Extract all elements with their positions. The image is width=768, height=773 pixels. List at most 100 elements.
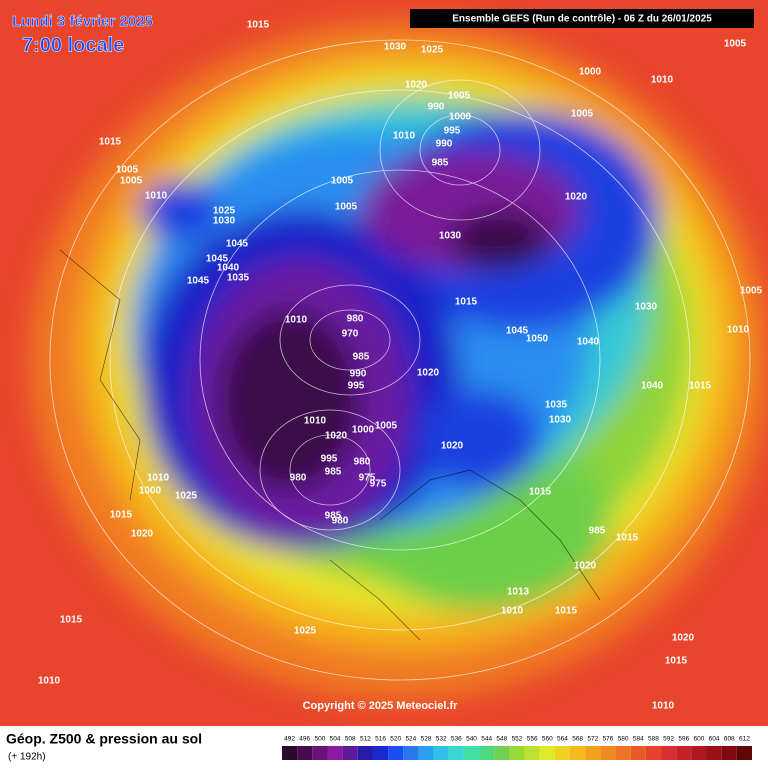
isobar-label: 1015: [555, 606, 578, 617]
isobar-label: 1035: [545, 400, 568, 411]
isobar-label: 1015: [689, 381, 712, 392]
colorbar-tick-label: 528: [421, 736, 432, 743]
colorbar-swatch: [463, 746, 480, 760]
footer-title: Géop. Z500 & pression au sol: [6, 731, 202, 747]
colorbar-tick-label: 532: [436, 736, 447, 743]
colorbar-tick-label: 600: [694, 736, 705, 743]
isobar-label: 1045: [226, 239, 249, 250]
isobar-label: 995: [444, 126, 461, 137]
colorbar-tick-label: 572: [587, 736, 598, 743]
isobar-label: 1040: [217, 263, 240, 274]
colorbar-tick-label: 608: [724, 736, 735, 743]
colorbar-swatch: [706, 746, 722, 760]
isobar-label: 1015: [665, 656, 688, 667]
colorbar-swatch: [539, 746, 555, 760]
isobar-label: 980: [347, 314, 364, 325]
colorbar-tick-label: 548: [496, 736, 507, 743]
colorbar-swatch: [342, 746, 358, 760]
colorbar-tick-label: 508: [345, 736, 356, 743]
colorbar-tick-label: 564: [557, 736, 568, 743]
forecast-time: 7:00 locale: [22, 34, 124, 56]
isobar-label: 1005: [571, 109, 594, 120]
isobar-label: 985: [325, 467, 342, 478]
colorbar-swatch: [585, 746, 601, 760]
isobar-label: 1020: [672, 633, 695, 644]
colorbar-swatch: [448, 746, 464, 760]
isobar-label: 1010: [652, 701, 675, 712]
colorbar-tick-label: 584: [633, 736, 644, 743]
colorbar-tick-label: 540: [466, 736, 477, 743]
isobar-label: 1025: [294, 626, 317, 637]
isobar-label: 1025: [213, 206, 236, 217]
isobar-label: 1010: [393, 131, 416, 142]
isobar-label: 1025: [421, 45, 444, 56]
isobar-label: 1020: [565, 192, 588, 203]
isobar-label: 990: [436, 139, 453, 150]
isobar-label: 990: [350, 369, 367, 380]
colorbar-swatch: [297, 746, 313, 760]
isobar-label: 985: [325, 511, 342, 522]
isobar-label: 1030: [213, 216, 236, 227]
colorbar-tick-label: 588: [648, 736, 659, 743]
colorbar-swatch: [570, 746, 586, 760]
isobar-label: 1010: [147, 473, 170, 484]
colorbar-swatch: [433, 746, 449, 760]
colorbar-tick-label: 592: [663, 736, 674, 743]
colorbar-swatch: [282, 746, 298, 760]
colorbar-tick-label: 596: [678, 736, 689, 743]
colorbar-swatch: [691, 746, 707, 760]
isobar-label: 1015: [455, 297, 478, 308]
isobar-label: 1000: [579, 67, 602, 78]
colorbar-swatch: [721, 746, 737, 760]
colorbar-tick-label: 556: [527, 736, 538, 743]
colorbar-swatch: [403, 746, 419, 760]
isobar-label: 1015: [529, 487, 552, 498]
isobar-label: 1000: [352, 425, 375, 436]
isobar-label: 1005: [724, 39, 747, 50]
isobar-label: 1005: [740, 286, 763, 297]
isobar-label: 980: [354, 457, 371, 468]
isobar-label: 1005: [335, 202, 358, 213]
isobar-label: 1015: [60, 615, 83, 626]
isobar-label: 1030: [384, 42, 407, 53]
colorbar-tick-label: 496: [299, 736, 310, 743]
isobar-label: 1020: [441, 441, 464, 452]
colorbar-swatch: [524, 746, 540, 760]
isobar-label: 1030: [549, 415, 572, 426]
footer-lead: (+ 192h): [8, 752, 46, 763]
colorbar-swatch: [372, 746, 389, 760]
isobar-label: 1025: [175, 491, 198, 502]
isobar-label: 995: [348, 381, 365, 392]
isobar-label: 980: [290, 473, 307, 484]
colorbar-tick-label: 560: [542, 736, 553, 743]
colorbar-tick-label: 516: [375, 736, 386, 743]
isobar-label: 970: [342, 329, 359, 340]
isobar-label: 1015: [99, 137, 122, 148]
colorbar-tick-label: 520: [390, 736, 401, 743]
colorbar-tick-label: 536: [451, 736, 462, 743]
colorbar-swatch: [736, 746, 752, 760]
isobar-label: 985: [589, 526, 606, 537]
colorbar-swatch: [661, 746, 677, 760]
run-info: Ensemble GEFS (Run de contrôle) - 06 Z d…: [452, 14, 712, 25]
isobar-label: 1040: [577, 337, 600, 348]
colorbar-swatch: [645, 746, 662, 760]
z500-field: Ensemble GEFS (Run de contrôle) - 06 Z d…: [0, 0, 768, 726]
colorbar-swatch: [327, 746, 343, 760]
colorbar-swatch: [357, 746, 373, 760]
colorbar-tick-label: 512: [360, 736, 371, 743]
isobar-label: 1045: [187, 276, 210, 287]
isobar-label: 1010: [38, 676, 61, 687]
isobar-label: 1020: [325, 431, 348, 442]
colorbar-swatch: [676, 746, 692, 760]
colorbar-swatch: [388, 746, 404, 760]
colorbar-swatch: [418, 746, 434, 760]
isobar-label: 1010: [285, 315, 308, 326]
colorbar-swatch: [312, 746, 328, 760]
copyright: Copyright © 2025 Meteociel.fr: [303, 700, 459, 712]
isobar-label: 1010: [727, 325, 750, 336]
isobar-label: 1045: [506, 326, 529, 337]
colorbar-tick-label: 576: [603, 736, 614, 743]
isobar-label: 1013: [507, 587, 530, 598]
